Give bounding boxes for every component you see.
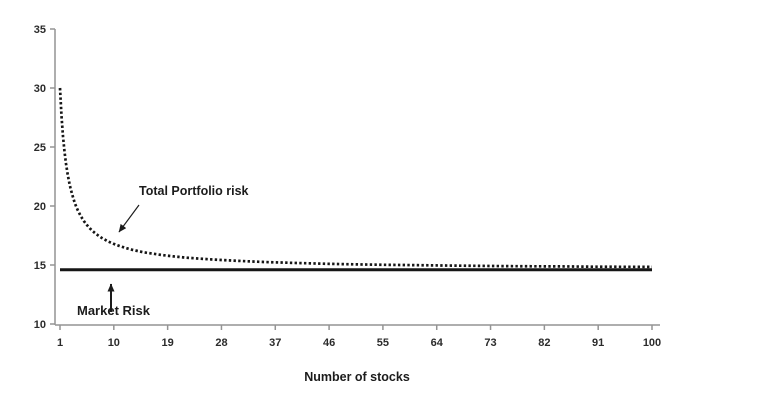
x-tick-label: 28 xyxy=(215,337,227,349)
x-tick-label: 82 xyxy=(538,337,550,349)
x-tick-label: 1 xyxy=(57,337,63,349)
x-tick-label: 37 xyxy=(269,337,281,349)
total-portfolio-arrow xyxy=(118,204,140,233)
x-tick-label: 73 xyxy=(484,337,496,349)
y-tick-label: 35 xyxy=(34,24,46,36)
y-tick-label: 10 xyxy=(34,319,46,331)
market-risk-annotation: Market Risk xyxy=(77,303,150,318)
series-dotted-line xyxy=(58,87,653,269)
x-tick-label: 19 xyxy=(162,337,174,349)
y-tick-label: 25 xyxy=(34,142,46,154)
y-tick-label: 30 xyxy=(34,83,46,95)
x-axis-title: Number of stocks xyxy=(304,370,410,384)
x-tick-label: 10 xyxy=(108,337,120,349)
total-portfolio-risk-annotation: Total Portfolio risk xyxy=(139,184,249,198)
x-tick-label: 55 xyxy=(377,337,389,349)
x-tick-label: 46 xyxy=(323,337,335,349)
x-tick-label: 64 xyxy=(431,337,444,349)
x-tick-label: 91 xyxy=(592,337,604,349)
y-tick-label: 20 xyxy=(34,201,46,213)
y-tick-label: 15 xyxy=(34,260,46,272)
x-tick-label: 100 xyxy=(643,337,661,349)
